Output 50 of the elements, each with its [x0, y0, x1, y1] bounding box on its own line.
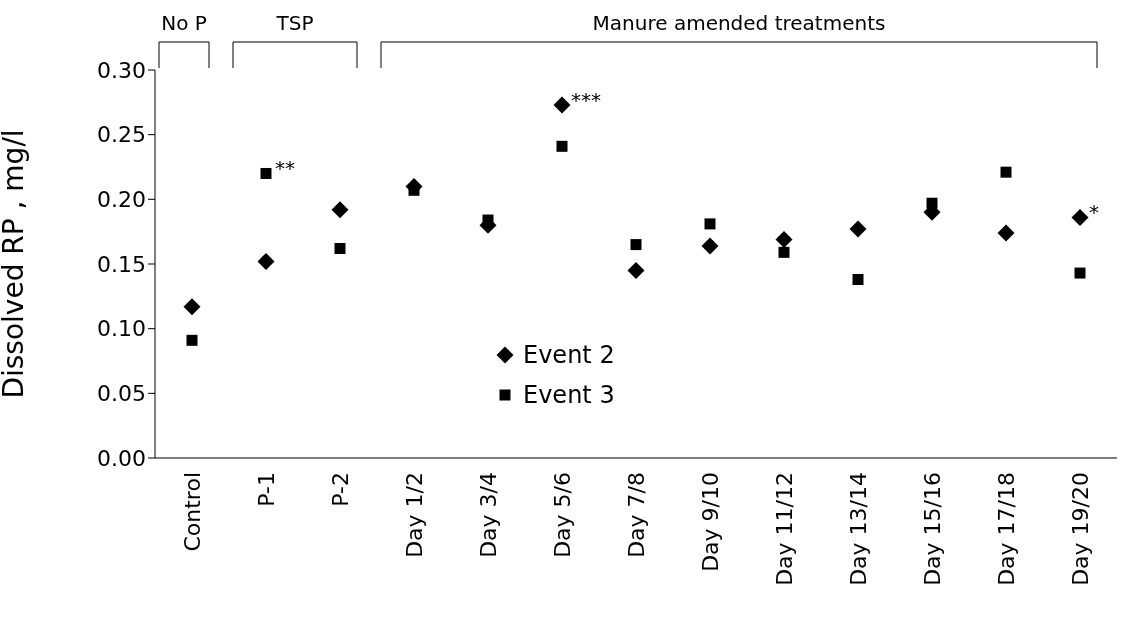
x-tick-label: Day 11/12 — [771, 472, 797, 586]
point — [553, 96, 571, 114]
point — [852, 274, 864, 286]
x-tick-label: Day 1/2 — [401, 472, 427, 558]
annotation: *** — [571, 87, 601, 112]
point — [775, 230, 793, 248]
point — [186, 334, 198, 346]
point — [1000, 166, 1012, 178]
point — [630, 239, 642, 251]
x-tick-label: Day 13/14 — [845, 472, 871, 586]
y-tick-label: 0.20 — [97, 187, 146, 213]
text: Manure amended treatments — [592, 11, 886, 35]
annotation: ** — [275, 156, 295, 181]
point — [260, 167, 272, 179]
y-tick-label: 0.05 — [97, 381, 146, 407]
point — [997, 224, 1015, 242]
x-tick-label: Day 17/18 — [993, 472, 1019, 586]
y-tick-label: 0.30 — [97, 57, 146, 83]
point — [849, 220, 867, 238]
point — [627, 261, 645, 279]
x-tick-label: P-2 — [327, 472, 353, 507]
x-tick-label: Control — [179, 472, 205, 552]
y-tick-label: 0.10 — [97, 316, 146, 342]
text: No P — [161, 11, 207, 35]
x-tick-label: Day 3/4 — [475, 472, 501, 558]
y-axis-title: Dissolved RP , mg/l — [0, 129, 30, 399]
point — [1071, 208, 1089, 226]
point — [331, 201, 349, 219]
point — [926, 197, 938, 209]
point — [778, 246, 790, 258]
point — [257, 252, 275, 270]
legend-label: Event 3 — [523, 381, 615, 409]
x-tick-label: Day 5/6 — [549, 472, 575, 558]
x-tick-label: P-1 — [253, 472, 279, 507]
point — [701, 237, 719, 255]
point — [704, 218, 716, 230]
point — [556, 140, 568, 152]
point — [334, 242, 346, 254]
text: TSP — [275, 11, 314, 35]
y-tick-label: 0.15 — [97, 251, 146, 277]
legend-label: Event 2 — [523, 341, 615, 369]
annotation: * — [1089, 200, 1099, 225]
x-tick-label: Day 9/10 — [697, 472, 723, 572]
point — [1074, 267, 1086, 279]
x-tick-label: Day 7/8 — [623, 472, 649, 558]
y-tick-label: 0.25 — [97, 122, 146, 148]
y-tick-label: 0.00 — [97, 445, 146, 471]
point — [183, 298, 201, 316]
x-tick-label: Day 19/20 — [1067, 472, 1093, 586]
x-tick-label: Day 15/16 — [919, 472, 945, 586]
